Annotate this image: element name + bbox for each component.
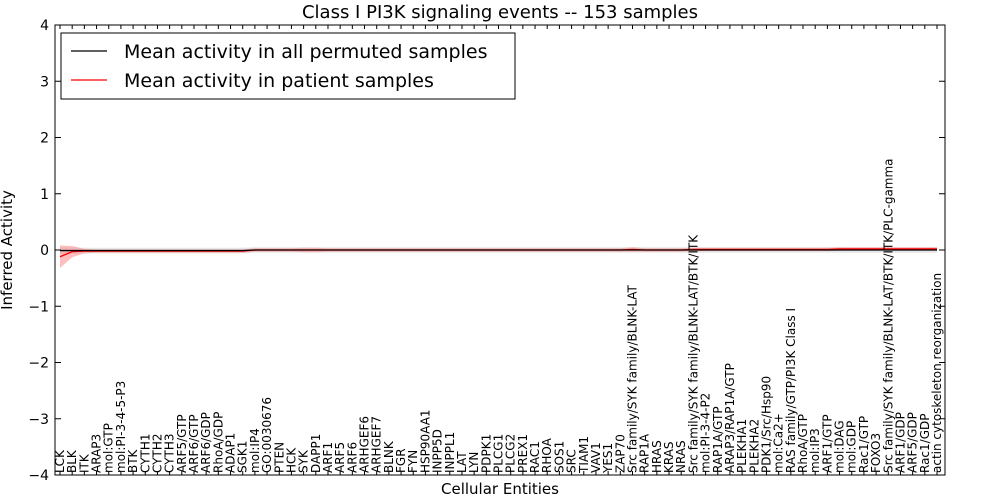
x-category-label: HRAS [650, 440, 664, 473]
x-category-label: LYN [467, 452, 481, 473]
x-category-label: SGK1 [236, 441, 250, 473]
x-axis-category-labels: LCKBLKITKARAP3mol:GTPmol:PI-3-4-5-P3BTKC… [53, 158, 944, 474]
x-category-label: ARAP3 [90, 434, 104, 473]
chart-title: Class I PI3K signaling events -- 153 sam… [302, 2, 698, 23]
x-category-label: mol:GDP [845, 421, 859, 473]
x-category-label: Src family/SYK family/BLNK-LAT/BTK/ITK [686, 234, 700, 473]
x-category-label: ARF6/GDP [199, 412, 213, 473]
x-category-label: mol:Ca2+ [772, 413, 786, 473]
x-category-label: ARHGEF6 [358, 416, 372, 473]
x-category-label: DAPP1 [309, 434, 323, 473]
x-category-label: CYTH3 [163, 434, 177, 474]
y-tick-label: −1 [28, 299, 49, 315]
x-category-label: TIAM1 [577, 436, 591, 474]
x-category-label: BTK [126, 448, 140, 473]
x-category-label: PREX1 [516, 434, 530, 473]
x-category-label: SRC [565, 449, 579, 473]
x-category-label: Rac1/GDP [918, 414, 932, 473]
y-tick-label: 4 [40, 18, 49, 34]
x-category-label: PDPK1 [479, 434, 493, 473]
y-tick-label: −4 [28, 468, 49, 484]
x-category-label: ARAP3/RAP1A/GTP [723, 363, 737, 473]
x-category-label: PLEKHA2 [747, 419, 761, 473]
y-tick-label: 1 [40, 187, 49, 203]
x-category-label: ARF5/GDP [906, 412, 920, 473]
x-category-label: RAP1A/GTP [711, 406, 725, 473]
y-tick-label: 2 [40, 131, 49, 147]
x-category-label: BLK [65, 449, 79, 473]
x-category-label: ARF1 [321, 442, 335, 473]
y-tick-label: −3 [28, 412, 49, 428]
x-category-label: mol:GTP [102, 423, 116, 473]
legend-label-patient: Mean activity in patient samples [124, 70, 434, 92]
y-tick-label: 3 [40, 74, 49, 90]
x-category-label: RhoA/GTP [796, 414, 810, 473]
x-category-label: PLCG2 [504, 434, 518, 473]
x-category-label: YES1 [601, 443, 615, 474]
x-category-label: mol:IP3 [808, 428, 822, 473]
x-category-label: ARHGEF7 [370, 416, 384, 473]
x-category-label: NRAS [674, 440, 688, 473]
band-series-1 [60, 245, 937, 268]
x-category-label: RAC1 [528, 441, 542, 473]
x-category-label: ADAP1 [224, 433, 238, 473]
x-category-label: LCK [53, 449, 67, 473]
x-category-label: PLCG1 [492, 434, 506, 473]
x-category-label: HCK [284, 447, 298, 473]
x-category-label: RHOA [540, 437, 554, 473]
x-category-label: RAS family/GTP/PI3K Class I [784, 308, 798, 473]
x-category-label: SOS1 [552, 441, 566, 473]
y-tick-label: −2 [28, 356, 49, 372]
legend: Mean activity in all permuted samples Me… [60, 32, 516, 100]
series-lines [59, 248, 937, 258]
y-axis-title: Inferred Activity [0, 190, 16, 310]
x-category-label: LAT [455, 451, 469, 473]
x-category-label: PDK1/Src/Hsp90 [759, 376, 773, 473]
y-tick-label: 0 [40, 243, 49, 259]
x-category-label: Src family/SYK family/BLNK-LAT [625, 284, 639, 473]
x-category-label: ARF5 [333, 442, 347, 473]
x-category-label: mol:PI-3-4-5-P3 [114, 381, 128, 473]
x-category-label: ARF1/GTP [820, 414, 834, 473]
x-category-label: ARF5/GTP [175, 414, 189, 473]
x-category-label: KRAS [662, 441, 676, 473]
x-category-label: mol:PI-3-4-P2 [699, 393, 713, 473]
legend-label-permuted: Mean activity in all permuted samples [124, 41, 487, 63]
x-category-label: ITK [77, 453, 91, 473]
x-axis-title: Cellular Entities [441, 480, 559, 498]
x-category-label: HSP90AA1 [418, 409, 432, 473]
x-category-label: CYTH1 [138, 434, 152, 474]
x-category-label: GO:0030676 [260, 397, 274, 473]
x-axis-ticks [59, 25, 938, 475]
x-category-label: ZAP70 [613, 434, 627, 473]
x-category-label: CYTH2 [150, 434, 164, 474]
legend-box [60, 32, 516, 100]
x-category-label: RAP1A [638, 433, 652, 473]
x-category-label: Src family/SYK family/BLNK-LAT/BTK/ITK/P… [881, 158, 895, 473]
x-category-label: mol:DAG [833, 420, 847, 473]
x-category-label: ARF6/GTP [187, 414, 201, 473]
x-category-label: SYK [297, 449, 311, 473]
y-axis-ticks: −4 −3 −2 −1 0 1 2 3 4 [28, 18, 945, 484]
x-category-label: mol:IP4 [248, 428, 262, 473]
x-category-label: actin cytoskeleton reorganization [930, 273, 944, 473]
x-category-label: FGR [394, 448, 408, 473]
x-category-label: INPPL1 [443, 432, 457, 473]
x-category-label: RhoA/GDP [211, 412, 225, 473]
x-category-label: PLEKHA1 [735, 419, 749, 473]
x-category-label: ARF6 [345, 442, 359, 473]
x-category-label: ARF1/GDP [893, 412, 907, 473]
x-category-label: BLNK [382, 440, 396, 473]
x-category-label: FYN [406, 450, 420, 473]
x-category-label: VAV1 [589, 442, 603, 473]
x-category-label: INPP5D [431, 429, 445, 473]
x-category-label: Rac1/GTP [857, 416, 871, 473]
x-category-label: PTEN [272, 442, 286, 473]
line-series-0 [60, 249, 937, 252]
x-category-label: FOXO3 [869, 433, 883, 473]
